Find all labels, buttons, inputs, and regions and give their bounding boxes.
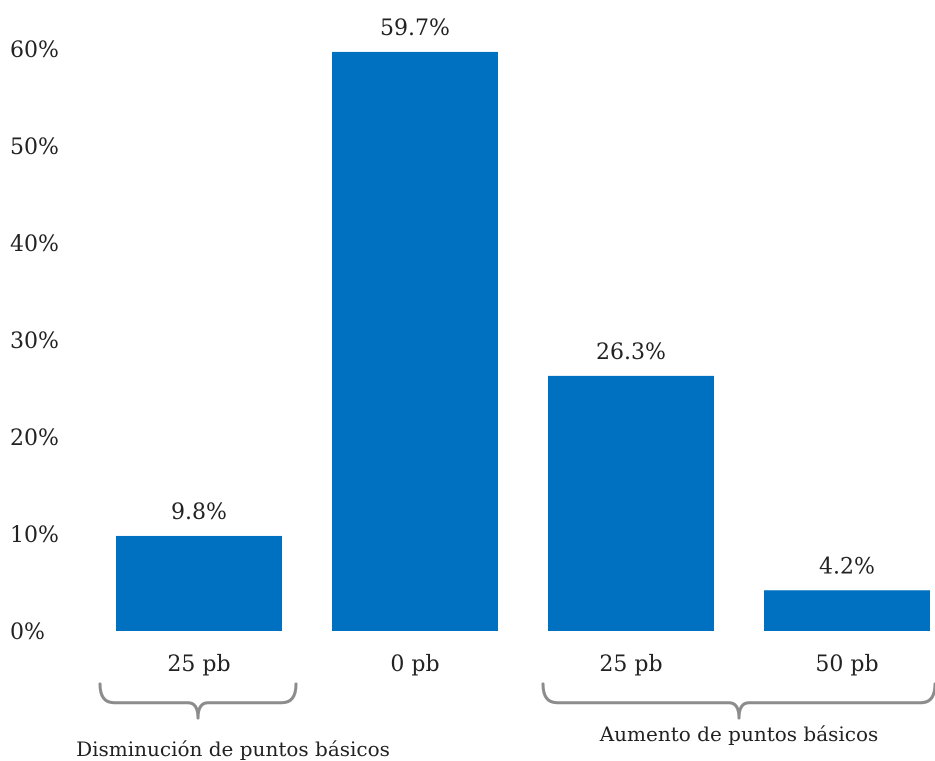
bar-value-labels: 9.8% 59.7% 26.3% 4.2% bbox=[171, 16, 875, 579]
y-tick-label: 40% bbox=[10, 232, 59, 257]
group-braces: Disminución de puntos básicos Aumento de … bbox=[76, 682, 935, 761]
bar-value-label: 4.2% bbox=[819, 554, 875, 579]
category-label: 25 pb bbox=[167, 652, 230, 677]
bar-value-label: 9.8% bbox=[171, 500, 227, 525]
bar bbox=[764, 590, 930, 631]
category-label: 50 pb bbox=[815, 652, 878, 677]
y-tick-label: 60% bbox=[10, 38, 59, 63]
category-label: 25 pb bbox=[599, 652, 662, 677]
category-labels: 25 pb 0 pb 25 pb 50 pb bbox=[167, 652, 878, 677]
group-label: Aumento de puntos básicos bbox=[599, 722, 879, 746]
group-brace bbox=[541, 682, 935, 720]
y-tick-label: 20% bbox=[10, 426, 59, 451]
bar bbox=[548, 375, 714, 631]
bars bbox=[116, 51, 930, 632]
y-tick-label: 30% bbox=[10, 329, 59, 354]
y-tick-label: 0% bbox=[10, 620, 45, 645]
y-axis-ticks: 0% 10% 20% 30% 40% 50% 60% bbox=[10, 38, 59, 645]
bar-value-label: 59.7% bbox=[380, 16, 450, 41]
group-brace bbox=[98, 682, 298, 720]
y-tick-label: 10% bbox=[10, 523, 59, 548]
category-label: 0 pb bbox=[390, 652, 439, 677]
bar bbox=[332, 51, 498, 632]
group-label: Disminución de puntos básicos bbox=[76, 737, 390, 761]
y-tick-label: 50% bbox=[10, 135, 59, 160]
bar-value-label: 26.3% bbox=[596, 340, 666, 365]
bar bbox=[116, 535, 282, 631]
